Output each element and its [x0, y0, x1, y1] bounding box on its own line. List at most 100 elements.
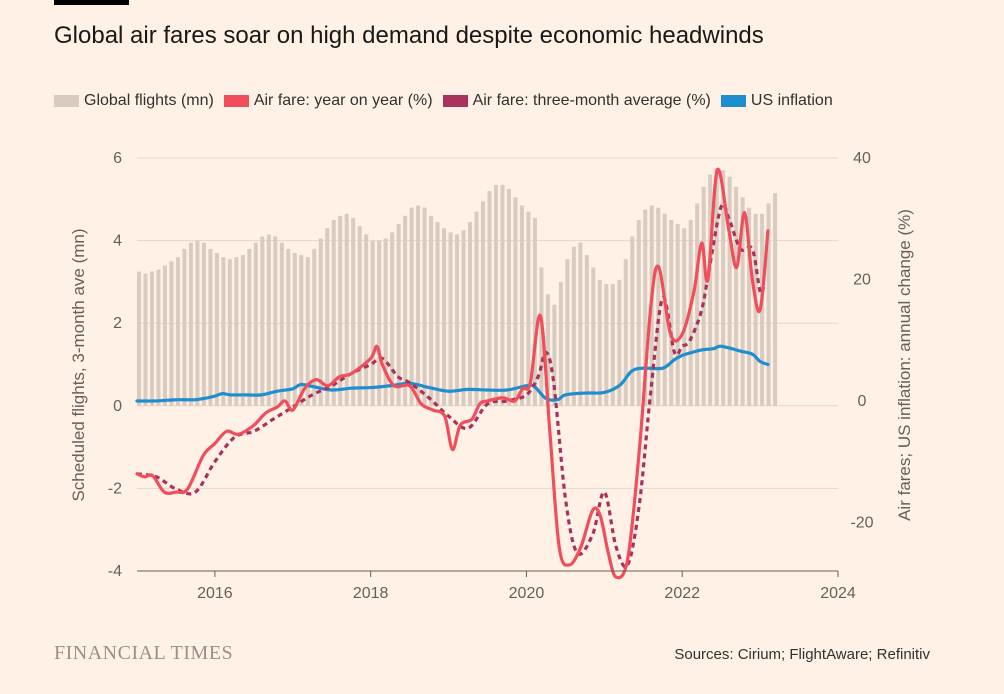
- flights-bar: [240, 255, 245, 406]
- flights-bar: [266, 234, 271, 406]
- flights-bar: [727, 176, 732, 406]
- flights-bar: [442, 228, 447, 406]
- flights-bar: [708, 174, 713, 406]
- legend-item-air-fare-yoy: Air fare: year on year (%): [223, 92, 433, 110]
- flights-bar: [578, 242, 583, 406]
- y-left-tick-label: 4: [113, 233, 122, 250]
- flights-bar: [493, 184, 498, 406]
- flights-bar: [714, 168, 719, 406]
- flights-bar: [383, 238, 388, 406]
- flights-bar: [169, 261, 174, 406]
- flights-bar: [416, 205, 421, 406]
- flights-bar: [260, 236, 265, 406]
- ft-brand-bar: [54, 0, 129, 5]
- flights-bar: [370, 240, 375, 406]
- flights-bar: [682, 228, 687, 406]
- flights-bar: [448, 232, 453, 406]
- flights-bar: [156, 269, 161, 406]
- flights-bar: [643, 209, 648, 406]
- flights-bar: [175, 257, 180, 406]
- flights-bar: [312, 248, 317, 406]
- flights-bar: [325, 228, 330, 406]
- x-tick-label: 2018: [353, 585, 389, 602]
- flights-bar: [506, 188, 511, 406]
- flights-bar: [753, 213, 758, 406]
- flights-bar: [740, 197, 745, 406]
- flights-bar: [396, 224, 401, 406]
- flights-bar: [403, 215, 408, 406]
- series-line-air-fare-year-on-year: [135, 167, 770, 580]
- flights-bar: [149, 271, 154, 406]
- legend-item-global-flights: Global flights (mn): [54, 92, 214, 110]
- legend-swatch-us-inflation: [720, 95, 746, 107]
- ft-logo: FINANCIAL TIMES: [54, 642, 234, 664]
- x-tick-label: 2016: [197, 585, 233, 602]
- y-right-tick-label: 40: [853, 150, 871, 167]
- legend-item-us-inflation: US inflation: [720, 92, 833, 110]
- flights-bar: [234, 257, 239, 406]
- flights-bar: [636, 219, 641, 406]
- flights-bar: [500, 184, 505, 406]
- flights-bar: [247, 248, 252, 406]
- flights-bar: [584, 255, 589, 406]
- flights-bar: [623, 259, 628, 406]
- flights-bar: [286, 248, 291, 406]
- flights-bar: [526, 211, 531, 406]
- flights-bar: [630, 236, 635, 406]
- legend-label-air-fare-yoy: Air fare: year on year (%): [253, 92, 433, 109]
- flights-bar: [669, 219, 674, 406]
- flights-bar: [487, 191, 492, 406]
- flights-bar: [409, 207, 414, 406]
- flights-bar: [364, 234, 369, 406]
- flights-bar: [539, 267, 544, 406]
- flights-bar: [734, 186, 739, 406]
- flights-bar: [721, 170, 726, 406]
- flights-bar: [461, 230, 466, 406]
- x-tick-label: 2024: [820, 585, 856, 602]
- chart-title: Global air fares soar on high demand des…: [54, 22, 764, 49]
- flights-bar: [351, 217, 356, 406]
- flights-bar: [558, 281, 563, 406]
- legend-swatch-air-fare-yoy: [223, 95, 249, 107]
- flights-bar: [377, 240, 382, 406]
- flights-bar: [188, 242, 193, 406]
- flights-bar: [468, 222, 473, 406]
- source-note: Sources: Cirium; FlightAware; Refinitiv: [674, 646, 930, 663]
- flights-bar: [195, 240, 200, 406]
- flights-bar: [773, 193, 778, 406]
- flights-bar: [688, 219, 693, 406]
- flights-bar: [318, 238, 323, 406]
- flights-bar: [617, 279, 622, 406]
- flights-bar: [338, 215, 343, 406]
- flights-bar: [162, 265, 167, 406]
- legend-swatch-air-fare-3m: [442, 95, 468, 107]
- flights-bar: [273, 236, 278, 406]
- flights-bar: [480, 201, 486, 406]
- flights-bar: [221, 257, 226, 406]
- legend-swatch-global-flights: [54, 95, 79, 107]
- legend-item-air-fare-3m: Air fare: three-month average (%): [442, 92, 711, 110]
- chart-legend: Global flights (mn) Air fare: year on ye…: [54, 92, 843, 110]
- flights-bar: [429, 215, 434, 406]
- legend-label-us-inflation: US inflation: [750, 92, 833, 109]
- flights-bar: [519, 205, 524, 406]
- flights-bar: [675, 224, 680, 406]
- x-tick-label: 2020: [509, 585, 545, 602]
- flights-bar: [695, 203, 700, 406]
- flights-bar: [656, 207, 661, 406]
- flights-bar: [435, 222, 440, 406]
- series-line-us-inflation: [135, 344, 770, 403]
- flights-bar: [532, 217, 537, 406]
- flights-bar: [357, 226, 362, 406]
- flights-bar: [143, 273, 148, 406]
- flights-bar: [604, 283, 609, 406]
- y-left-axis-title: Scheduled flights, 3-month ave (mn): [69, 228, 88, 501]
- y-left-tick-label: -2: [108, 480, 122, 497]
- flights-bar: [760, 213, 765, 406]
- y-left-tick-label: 2: [113, 315, 122, 332]
- flights-bar: [331, 219, 336, 406]
- flights-bar: [422, 207, 427, 406]
- flights-bar: [474, 211, 479, 406]
